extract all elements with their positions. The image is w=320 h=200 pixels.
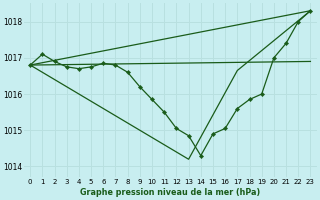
X-axis label: Graphe pression niveau de la mer (hPa): Graphe pression niveau de la mer (hPa) xyxy=(80,188,260,197)
